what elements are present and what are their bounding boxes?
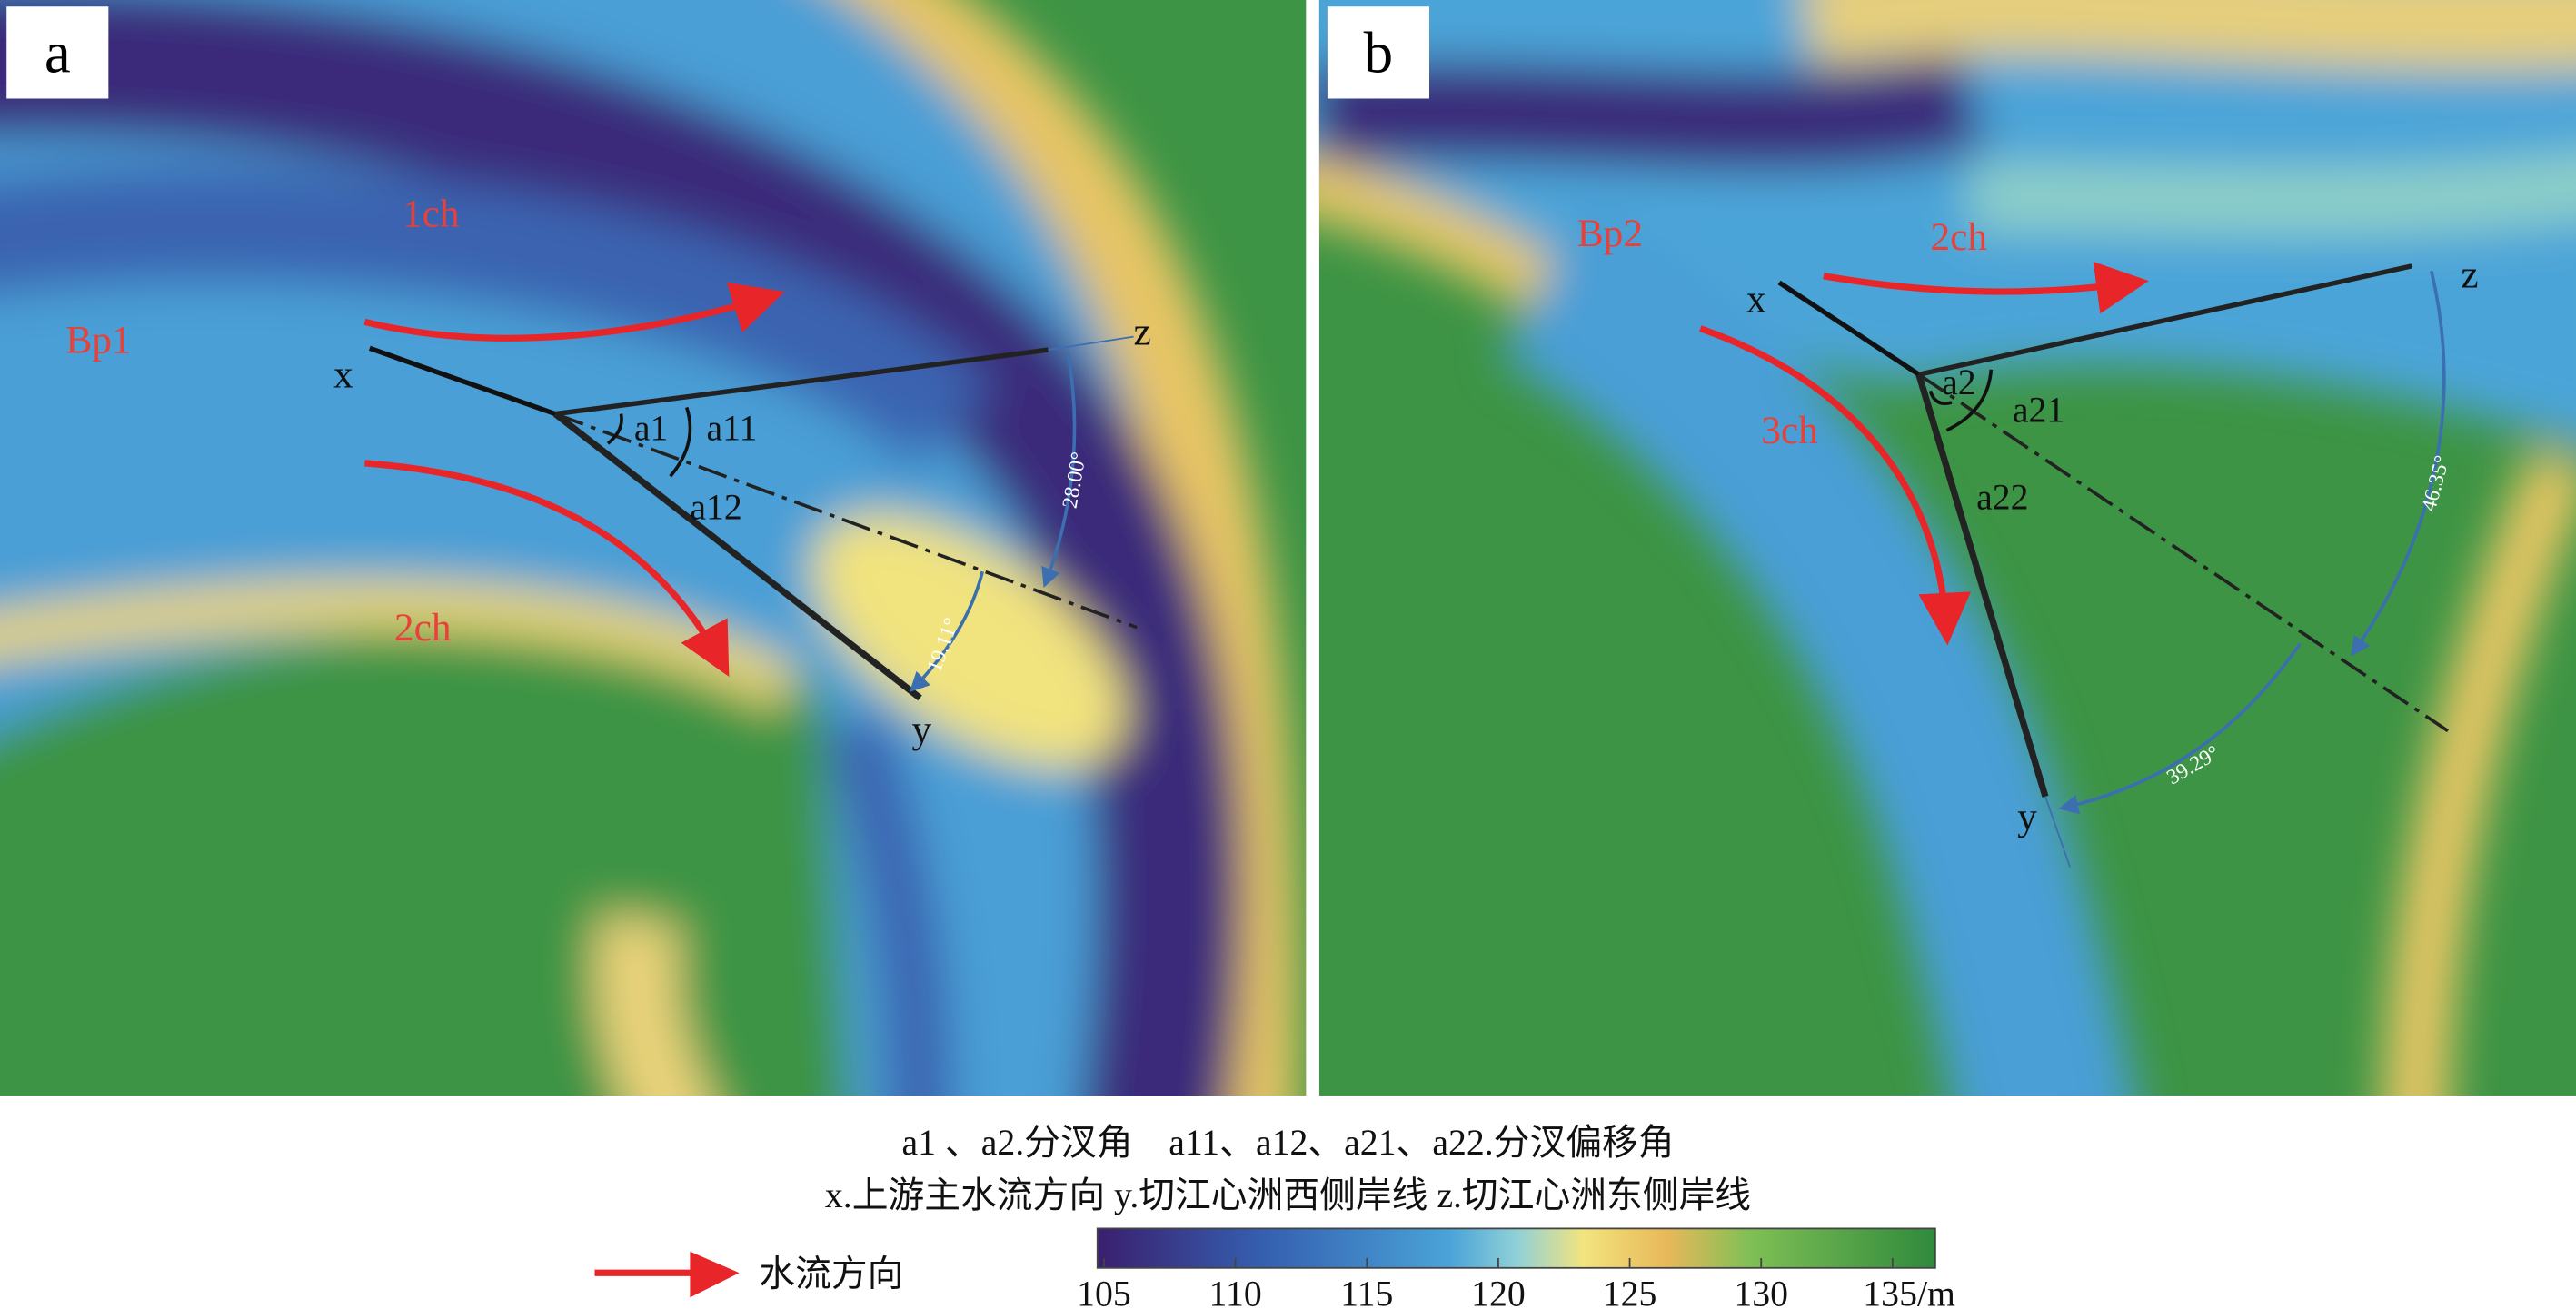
flow-label: 水流方向 xyxy=(759,1254,903,1294)
legend-line: x.上游主水流方向 y.切江心洲西侧岸线 z.切江心洲东侧岸线 xyxy=(825,1175,1751,1215)
point-label: z xyxy=(1134,311,1151,354)
panel-a-map xyxy=(0,0,1307,1096)
panel-b-map xyxy=(1318,0,2576,1096)
point-label: y xyxy=(2017,795,2037,838)
angle-label: a21 xyxy=(2013,391,2064,431)
panel-letter: b xyxy=(1364,21,1394,86)
angle-label: a2 xyxy=(1942,362,1976,402)
point-label: x xyxy=(1746,278,1766,322)
panel-b-lines xyxy=(1699,262,2449,868)
channel-label: 1ch xyxy=(403,193,460,236)
colorbar-tick-label: 120 xyxy=(1471,1274,1526,1309)
colorbar-ticks: 105 110 115 120 125 130 135/m xyxy=(1077,1257,1955,1309)
colorbar-tick-label: 105 xyxy=(1077,1274,1131,1309)
panel-letter-box xyxy=(1327,6,1429,99)
panel-letter: a xyxy=(45,21,71,86)
region-label: Bp1 xyxy=(65,319,131,362)
colorbar xyxy=(1096,1227,1936,1269)
colorbar-tick-label: 115 xyxy=(1340,1274,1393,1309)
panel-letter-box xyxy=(6,6,109,99)
colorbar-tick-label: 110 xyxy=(1209,1274,1262,1309)
point-label: x xyxy=(333,353,353,397)
angle-label: a11 xyxy=(706,409,757,449)
point-label: y xyxy=(911,708,931,751)
colorbar-tick-label: 125 xyxy=(1603,1274,1657,1309)
panel-a-lines xyxy=(363,282,1138,701)
flow-arrow-head xyxy=(690,1251,740,1298)
angle-label: a22 xyxy=(1976,477,2028,517)
point-label: z xyxy=(2461,253,2478,296)
angle-label: a1 xyxy=(634,409,669,449)
region-label: Bp2 xyxy=(1577,212,1643,255)
colorbar-tick-label: 130 xyxy=(1734,1274,1788,1309)
colorbar-tick-label: 135/m xyxy=(1863,1274,1955,1309)
angle-label: a12 xyxy=(690,487,741,527)
channel-label: 3ch xyxy=(1761,409,1818,452)
legend-line: a1 、a2.分汊角 a11、a12、a21、a22.分汊偏移角 xyxy=(901,1123,1674,1163)
channel-label: 2ch xyxy=(394,606,452,650)
channel-label: 2ch xyxy=(1930,215,1987,259)
